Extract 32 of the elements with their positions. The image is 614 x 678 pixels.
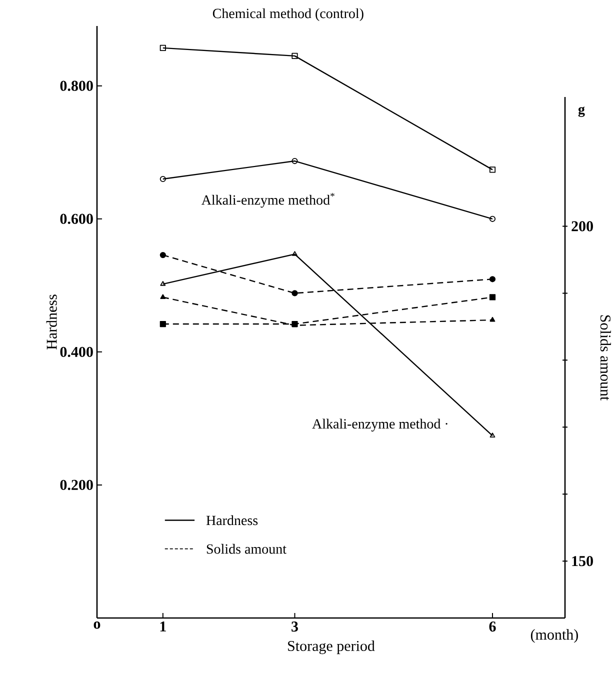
annotation: Hardness bbox=[206, 515, 258, 526]
x-tick-label: 3 bbox=[291, 622, 298, 632]
text: (month) bbox=[530, 629, 578, 643]
point bbox=[489, 294, 496, 300]
y-tick-label: 0.400 bbox=[60, 346, 93, 358]
point bbox=[292, 158, 298, 164]
y-axis-title: Hardness bbox=[46, 294, 57, 350]
point bbox=[160, 294, 166, 299]
point bbox=[292, 251, 298, 256]
y-tick-label: 0.200 bbox=[60, 480, 93, 490]
y2-tick-label: 200 bbox=[572, 221, 593, 232]
text: Chemical method (control) bbox=[212, 8, 364, 22]
point bbox=[489, 166, 496, 173]
y2-axis-title: Solids amount bbox=[600, 315, 611, 401]
text: g bbox=[578, 106, 585, 117]
point bbox=[489, 276, 496, 282]
x-axis-title: Storage period bbox=[288, 640, 375, 654]
y2-tick-label: 150 bbox=[572, 556, 593, 566]
x-tick-label: 1 bbox=[160, 622, 166, 632]
point bbox=[292, 52, 298, 59]
y-tick-label: 0.600 bbox=[60, 214, 93, 224]
point bbox=[160, 252, 166, 258]
annotation: Solids amount bbox=[206, 544, 286, 554]
y-tick-label: 0.800 bbox=[60, 80, 93, 91]
point bbox=[160, 320, 166, 328]
x-tick-label: o bbox=[94, 622, 100, 629]
series-label: Alkali-enzyme method · bbox=[312, 418, 448, 432]
series-label: Alkali-enzyme method$^{*}$ bbox=[201, 192, 334, 208]
x-tick-label: 6 bbox=[489, 622, 496, 632]
point bbox=[160, 44, 166, 51]
point bbox=[292, 290, 298, 296]
point bbox=[490, 316, 496, 322]
